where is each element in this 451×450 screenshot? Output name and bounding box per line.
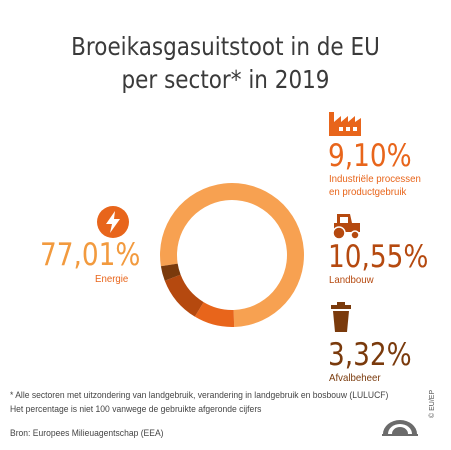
title-line-2: per sector* in 2019 [121,65,330,94]
industrie-percentage: 9,10% [328,138,412,174]
page-title: Broeikasgasuitstoot in de EU per sector*… [32,30,420,96]
landbouw-percentage: 10,55% [328,239,429,275]
donut-slice-2 [194,302,235,327]
trash-bin-icon [330,302,352,337]
copyright-notice: © EU/EP [429,389,436,418]
afval-percentage: 3,32% [328,337,412,373]
european-parliament-logo-icon [380,414,420,443]
source-note: Bron: Europees Milieuagentschap (EEA) [10,428,164,439]
footnote-rounding: Het percentage is niet 100 vanwege de ge… [10,404,262,415]
factory-icon [328,106,362,141]
lightning-icon [96,205,130,244]
industrie-label-line-2: en productgebruik [329,186,407,198]
energie-percentage: 77,01% [40,237,141,273]
donut-slice-3 [164,274,204,317]
landbouw-label: Landbouw [329,274,374,286]
tractor-icon [330,212,362,245]
energie-label: Energie [95,273,129,285]
title-line-1: Broeikasgasuitstoot in de EU [71,32,380,61]
footnote-sectors: * Alle sectoren met uitzondering van lan… [10,390,389,401]
donut-slice-4 [160,263,181,281]
afval-label: Afvalbeheer [329,372,381,384]
industrie-label-line-1: Industriële processen [329,173,421,185]
